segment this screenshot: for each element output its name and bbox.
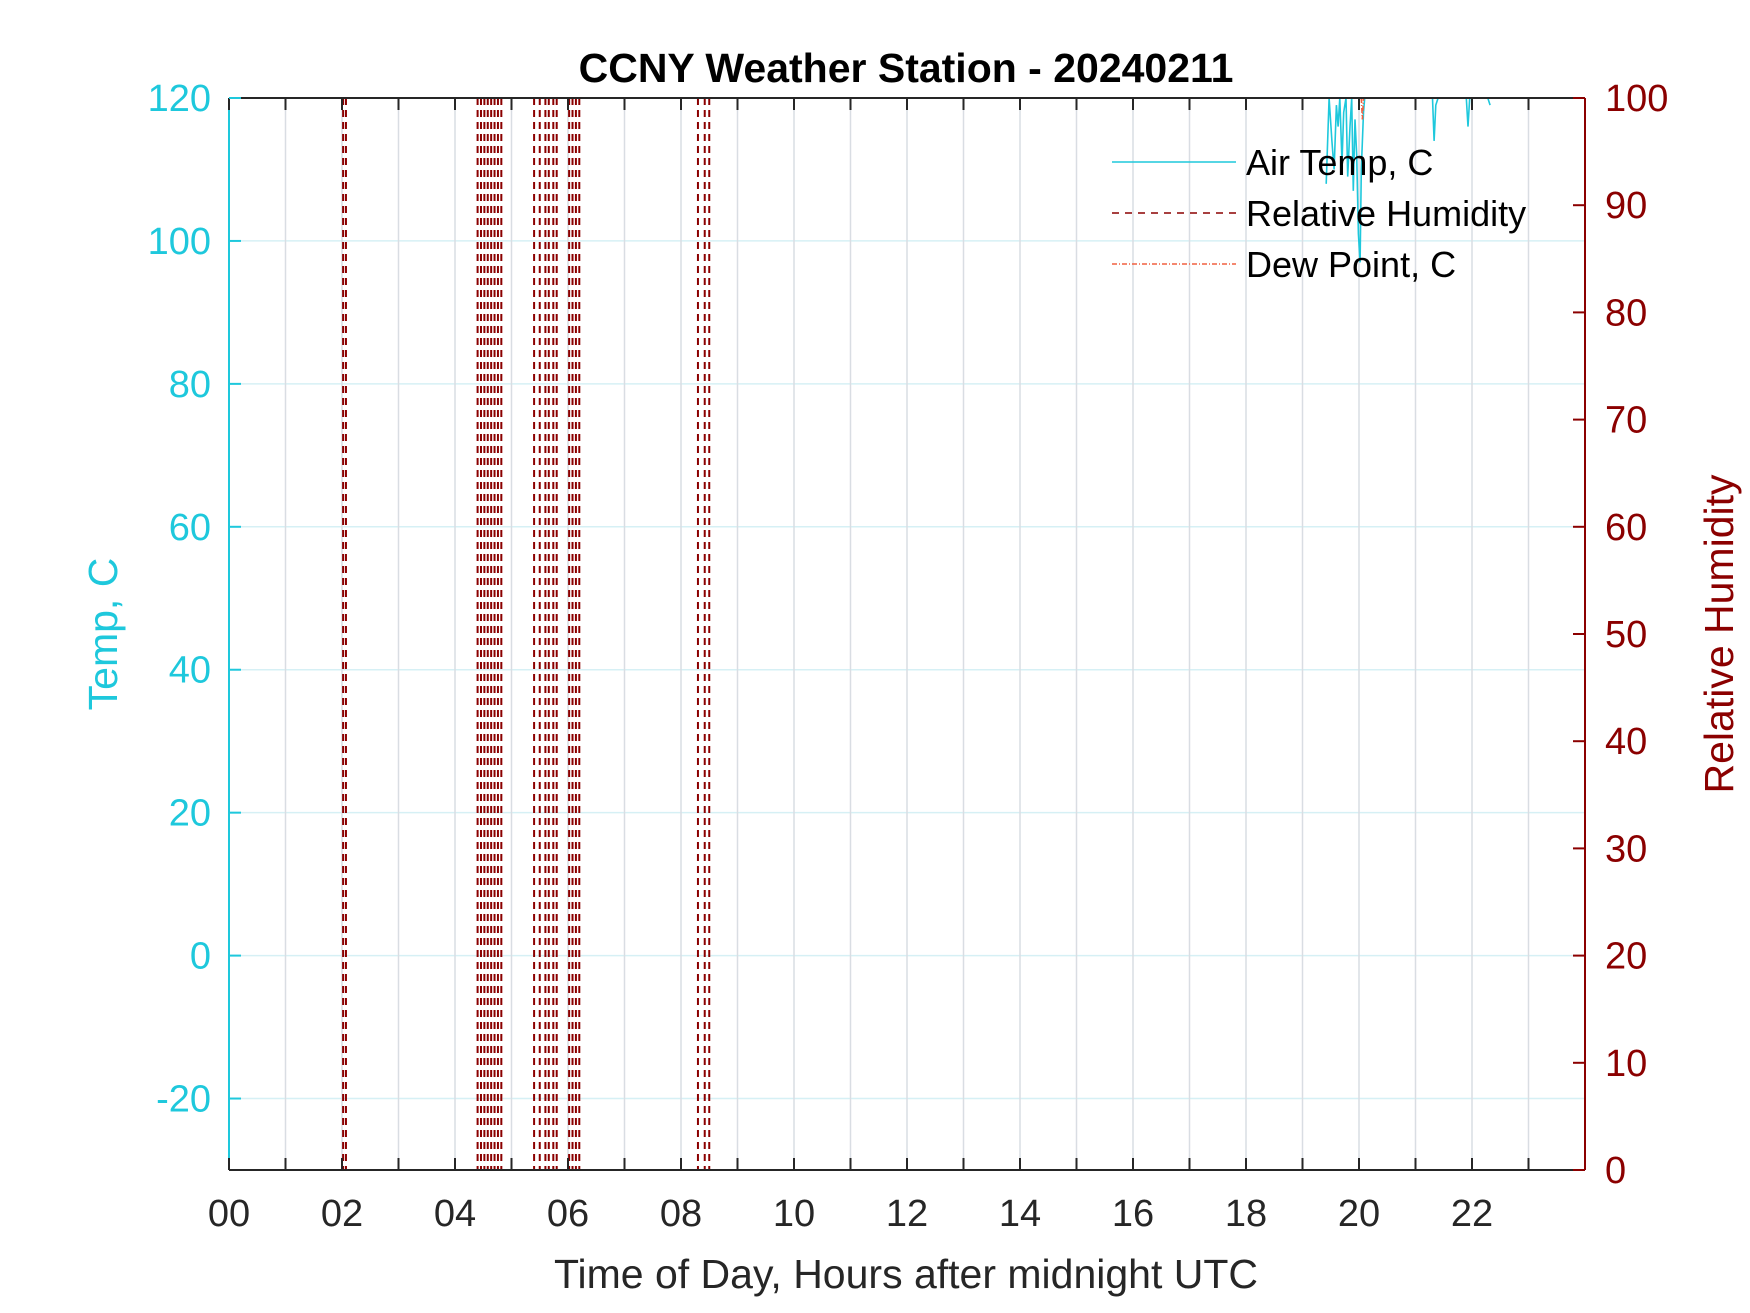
right-y-tick-label: 0 xyxy=(1605,1150,1626,1192)
left-y-tick-label: -20 xyxy=(156,1079,211,1121)
left-y-tick-label: 40 xyxy=(169,650,211,692)
left-y-tick-label: 80 xyxy=(169,364,211,406)
x-tick-label: 12 xyxy=(886,1193,928,1235)
left-y-tick-label: 100 xyxy=(148,221,211,263)
right-y-tick-label: 10 xyxy=(1605,1043,1647,1085)
right-y-tick-label: 70 xyxy=(1605,400,1647,442)
chart-title: CCNY Weather Station - 20240211 xyxy=(579,45,1234,91)
tick-labels: 00 02 04 06 08 10 12 14 16 18 20 22-200204060801001… xyxy=(148,78,1669,1235)
right-y-tick-label: 80 xyxy=(1605,292,1647,334)
legend: Air Temp, C Relative Humidity Dew Point,… xyxy=(1112,142,1526,285)
left-y-tick-label: 60 xyxy=(169,507,211,549)
right-y-tick-label: 60 xyxy=(1605,507,1647,549)
axes xyxy=(228,97,1586,1171)
x-tick-label: 16 xyxy=(1112,1193,1154,1235)
x-tick-label: 14 xyxy=(999,1193,1041,1235)
air-temp-line xyxy=(1325,98,1491,263)
legend-relative-humidity-label: Relative Humidity xyxy=(1246,193,1526,234)
right-y-tick-label: 30 xyxy=(1605,828,1647,870)
x-tick-label: 10 xyxy=(773,1193,815,1235)
grid-lines xyxy=(229,98,1585,1170)
x-tick-label: 22 xyxy=(1451,1193,1493,1235)
x-tick-label: 02 xyxy=(321,1193,363,1235)
legend-dew-point-label: Dew Point, C xyxy=(1246,244,1456,285)
relative-humidity-series xyxy=(342,98,711,1170)
left-y-tick-label: 20 xyxy=(169,793,211,835)
x-tick-label: 04 xyxy=(434,1193,476,1235)
left-y-tick-label: 120 xyxy=(148,78,211,120)
right-y-tick-label: 90 xyxy=(1605,185,1647,227)
x-tick-label: 08 xyxy=(660,1193,702,1235)
series-layer xyxy=(342,98,1491,1170)
dew-point-series xyxy=(1360,98,1365,120)
dew-point-line xyxy=(1360,98,1365,120)
x-axis-label: Time of Day, Hours after midnight UTC xyxy=(554,1251,1258,1297)
right-y-axis-label: Relative Humidity xyxy=(1696,474,1742,793)
right-y-tick-label: 50 xyxy=(1605,614,1647,656)
right-y-tick-label: 100 xyxy=(1605,78,1668,120)
x-tick-label: 00 xyxy=(208,1193,250,1235)
x-tick-label: 18 xyxy=(1225,1193,1267,1235)
x-tick-label: 06 xyxy=(547,1193,589,1235)
x-tick-label: 20 xyxy=(1338,1193,1380,1235)
left-y-tick-label: 0 xyxy=(190,936,211,978)
right-y-tick-label: 20 xyxy=(1605,936,1647,978)
legend-air-temp-label: Air Temp, C xyxy=(1246,142,1433,183)
right-y-tick-label: 40 xyxy=(1605,721,1647,763)
left-y-axis-label: Temp, C xyxy=(80,558,126,711)
air-temp-series xyxy=(1325,98,1491,263)
